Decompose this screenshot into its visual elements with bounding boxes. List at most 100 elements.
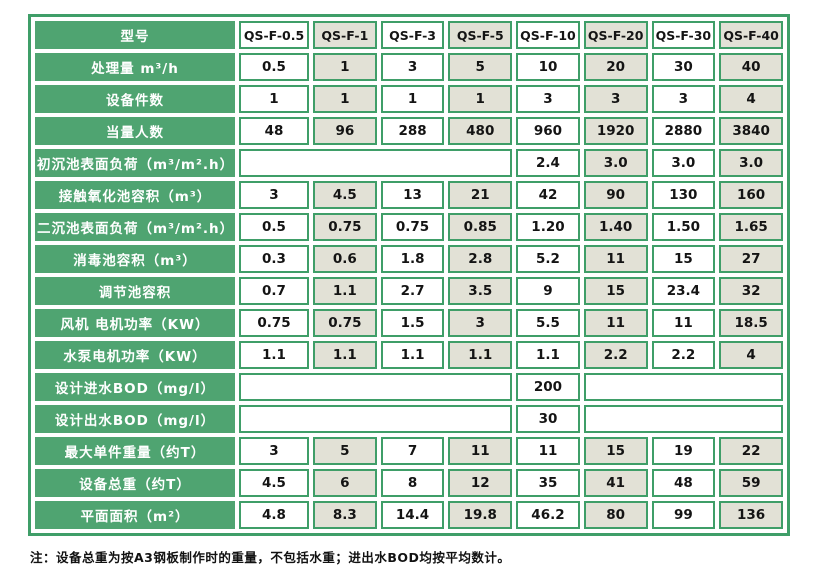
spec-cell: 1.1 [380, 341, 445, 369]
spec-cell: 14.4 [380, 501, 445, 529]
table-row: 初沉池表面负荷（m³/m².h） 2.4 3.0 3.0 3.0 [35, 149, 783, 177]
spec-cell: 1 [448, 85, 513, 113]
empty-cell [583, 373, 783, 401]
spec-cell: 130 [651, 181, 716, 209]
spec-cell: 99 [651, 501, 716, 529]
spec-cell: 1.20 [516, 213, 580, 241]
spec-cell: 1.1 [313, 341, 377, 369]
spec-cell: 30 [516, 405, 580, 433]
spec-cell: 23.4 [651, 277, 716, 305]
spec-cell: 136 [719, 501, 783, 529]
spec-cell: 200 [516, 373, 580, 401]
spec-cell: 2.2 [651, 341, 716, 369]
spec-cell: 160 [719, 181, 783, 209]
table-row: 调节池容积 0.7 1.1 2.7 3.5 9 15 23.4 32 [35, 277, 783, 305]
spec-cell: 0.7 [239, 277, 309, 305]
spec-cell: 0.75 [239, 309, 309, 337]
spec-cell: 3 [583, 85, 648, 113]
empty-cell [239, 373, 513, 401]
table-row: 设计进水BOD（mg/l） 200 [35, 373, 783, 401]
spec-cell: 3.0 [651, 149, 716, 177]
spec-cell: 48 [651, 469, 716, 497]
spec-cell: 35 [516, 469, 580, 497]
spec-cell: 3.5 [448, 277, 513, 305]
model-header: QS-F-20 [583, 21, 648, 49]
spec-cell: 1 [313, 53, 377, 81]
footnote: 注：设备总重为按A3钢板制作时的重量，不包括水重；进出水BOD均按平均数计。 [30, 550, 511, 565]
spec-cell: 0.75 [313, 309, 377, 337]
spec-cell: 11 [516, 437, 580, 465]
spec-cell: 90 [583, 181, 648, 209]
spec-cell: 3.0 [583, 149, 648, 177]
spec-cell: 2.4 [516, 149, 580, 177]
model-header: QS-F-40 [719, 21, 783, 49]
spec-cell: 1.1 [448, 341, 513, 369]
spec-cell: 4.5 [313, 181, 377, 209]
spec-cell: 1 [239, 85, 309, 113]
spec-cell: 2.2 [583, 341, 648, 369]
spec-table: 型号 QS-F-0.5 QS-F-1 QS-F-3 QS-F-5 QS-F-10… [28, 14, 790, 536]
table-row: 接触氧化池容积（m³） 3 4.5 13 21 42 90 130 160 [35, 181, 783, 209]
row-label: 接触氧化池容积（m³） [35, 181, 235, 209]
spec-cell: 15 [651, 245, 716, 273]
spec-cell: 5.2 [516, 245, 580, 273]
spec-cell: 0.5 [239, 213, 309, 241]
spec-cell: 5 [313, 437, 377, 465]
spec-cell: 3 [651, 85, 716, 113]
spec-cell: 15 [583, 437, 648, 465]
spec-cell: 3840 [719, 117, 783, 145]
spec-cell: 11 [583, 309, 648, 337]
spec-cell: 10 [516, 53, 580, 81]
spec-cell: 46.2 [516, 501, 580, 529]
table-row: 处理量 m³/h 0.5 1 3 5 10 20 30 40 [35, 53, 783, 81]
model-header: QS-F-0.5 [239, 21, 309, 49]
spec-cell: 3 [239, 181, 309, 209]
table-row: 设备件数 1 1 1 1 3 3 3 4 [35, 85, 783, 113]
spec-cell: 41 [583, 469, 648, 497]
spec-cell: 1.40 [583, 213, 648, 241]
empty-cell [583, 405, 783, 433]
spec-cell: 0.75 [313, 213, 377, 241]
spec-cell: 480 [448, 117, 513, 145]
spec-cell: 19 [651, 437, 716, 465]
spec-cell: 6 [313, 469, 377, 497]
spec-cell: 5.5 [516, 309, 580, 337]
spec-cell: 288 [380, 117, 445, 145]
spec-cell: 1.1 [516, 341, 580, 369]
spec-cell: 40 [719, 53, 783, 81]
spec-cell: 22 [719, 437, 783, 465]
row-label: 设计出水BOD（mg/l） [35, 405, 235, 433]
spec-cell: 1.1 [239, 341, 309, 369]
header-row: 型号 QS-F-0.5 QS-F-1 QS-F-3 QS-F-5 QS-F-10… [35, 21, 783, 49]
spec-cell: 21 [448, 181, 513, 209]
spec-cell: 1.5 [380, 309, 445, 337]
spec-cell: 5 [448, 53, 513, 81]
spec-cell: 2880 [651, 117, 716, 145]
spec-cell: 960 [516, 117, 580, 145]
row-label: 平面面积（m²） [35, 501, 235, 529]
spec-cell: 8 [380, 469, 445, 497]
row-label: 水泵电机功率（KW） [35, 341, 235, 369]
spec-cell: 1.50 [651, 213, 716, 241]
spec-cell: 27 [719, 245, 783, 273]
spec-cell: 1920 [583, 117, 648, 145]
spec-cell: 12 [448, 469, 513, 497]
table-row: 设备总重（约T） 4.5 6 8 12 35 41 48 59 [35, 469, 783, 497]
spec-cell: 0.6 [313, 245, 377, 273]
spec-cell: 18.5 [719, 309, 783, 337]
spec-cell: 4 [719, 341, 783, 369]
table-row: 平面面积（m²） 4.8 8.3 14.4 19.8 46.2 80 99 13… [35, 501, 783, 529]
table-row: 设计出水BOD（mg/l） 30 [35, 405, 783, 433]
table-row: 当量人数 48 96 288 480 960 1920 2880 3840 [35, 117, 783, 145]
spec-cell: 7 [380, 437, 445, 465]
row-label: 调节池容积 [35, 277, 235, 305]
spec-cell: 3 [380, 53, 445, 81]
spec-cell: 11 [448, 437, 513, 465]
spec-cell: 1.8 [380, 245, 445, 273]
spec-cell: 3 [516, 85, 580, 113]
spec-cell: 9 [516, 277, 580, 305]
spec-cell: 0.85 [448, 213, 513, 241]
empty-cell [239, 149, 513, 177]
spec-cell: 2.7 [380, 277, 445, 305]
row-label: 处理量 m³/h [35, 53, 235, 81]
